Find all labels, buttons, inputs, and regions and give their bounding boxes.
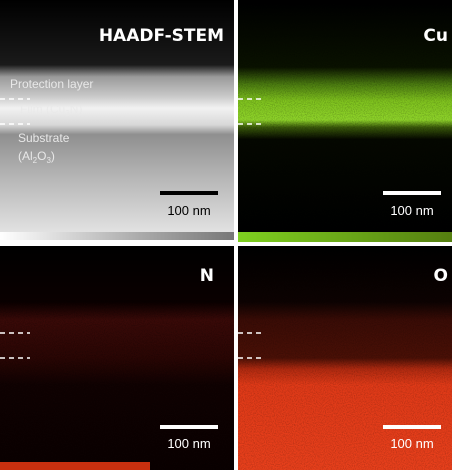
- scale-bar: [383, 425, 441, 429]
- scale-bar: [383, 191, 441, 195]
- scale-bar: [160, 191, 218, 195]
- text: (Al: [18, 149, 33, 163]
- scale-label: 100 nm: [390, 436, 433, 451]
- intensity-bar: [238, 232, 452, 242]
- text: O: [37, 149, 46, 163]
- scale-label: 100 nm: [390, 203, 433, 218]
- annotation: Protection layer: [10, 77, 93, 91]
- scale-label: 100 nm: [167, 436, 210, 451]
- annotation: Film (Cu3N): [20, 102, 82, 118]
- panel-label: O: [434, 266, 448, 286]
- panel-label: Cu: [423, 26, 448, 46]
- panel-label: N: [200, 266, 214, 286]
- panel-label: HAADF-STEM: [99, 26, 224, 46]
- text: N): [70, 102, 83, 116]
- annotation: Substrate: [18, 131, 70, 145]
- text: ): [51, 149, 55, 163]
- intensity-bar: [0, 462, 150, 470]
- intensity-bar: [0, 232, 234, 240]
- scale-label: 100 nm: [167, 203, 210, 218]
- text: Film (Cu: [20, 102, 65, 116]
- figure: HAADF-STEM Protection layer Film (Cu3N) …: [0, 0, 452, 470]
- scale-bar: [160, 425, 218, 429]
